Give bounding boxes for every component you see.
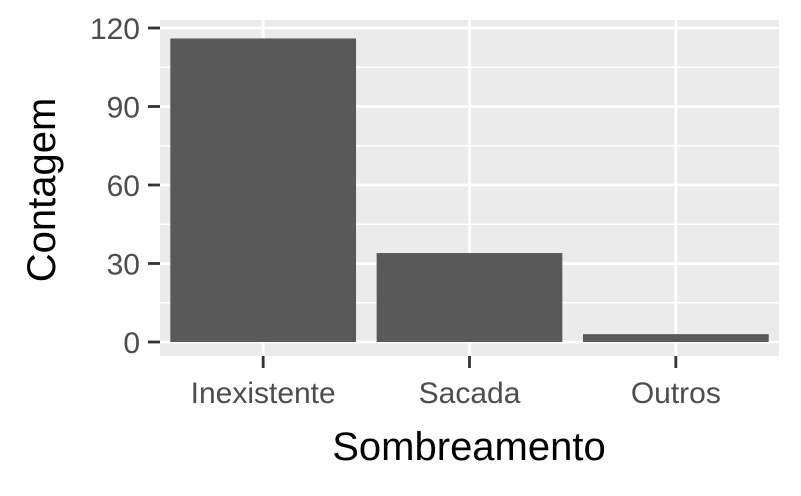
bar-inexistente <box>170 38 357 342</box>
x-tick-label: Inexistente <box>191 377 336 410</box>
axes: 0 30 60 90 120 Inexistente Sacada Outros <box>90 13 721 410</box>
y-tick-label: 0 <box>123 327 140 360</box>
bar-outros <box>582 334 769 342</box>
y-tick-label: 90 <box>107 92 140 125</box>
x-tick-label: Sacada <box>419 377 521 410</box>
bar-sacada <box>376 253 563 342</box>
bars <box>170 38 769 342</box>
x-tick-label: Outros <box>631 377 721 410</box>
x-axis-title: Sombreamento <box>332 425 605 469</box>
y-tick-label: 60 <box>107 170 140 203</box>
y-tick-label: 30 <box>107 249 140 282</box>
y-tick-label: 120 <box>90 13 140 46</box>
y-axis-title: Contagem <box>20 98 64 283</box>
